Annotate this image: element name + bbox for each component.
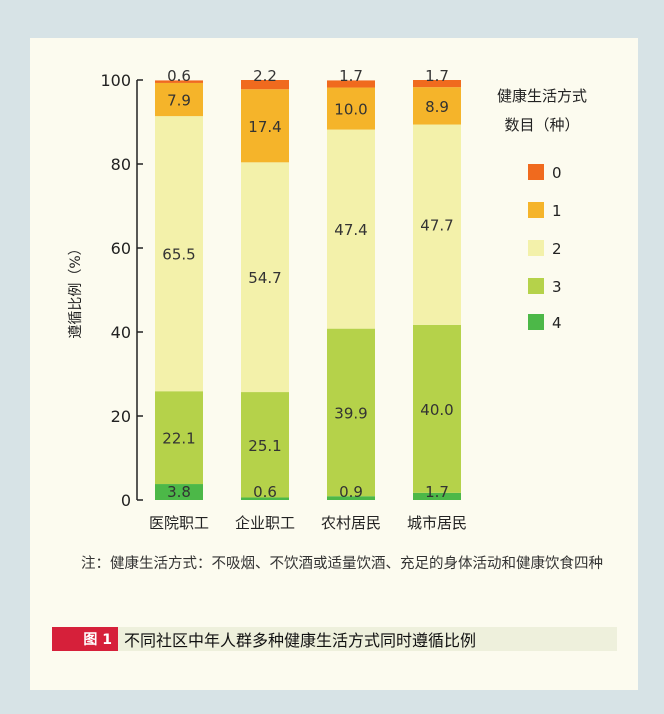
- legend-swatch-2: [528, 240, 544, 256]
- y-tick-label: 80: [111, 155, 131, 174]
- data-label: 25.1: [248, 437, 281, 455]
- legend-title: 健康生活方式: [497, 87, 587, 105]
- bar-segment-3: [413, 324, 461, 493]
- data-label: 47.4: [334, 221, 367, 239]
- y-axis-label: 遵循比例（%）: [67, 241, 84, 338]
- data-label: 1.7: [339, 67, 363, 85]
- bar-segment-0: [241, 80, 289, 90]
- data-label: 1.7: [425, 483, 449, 501]
- x-tick-label: 医院职工: [149, 514, 209, 532]
- bar-segment-3: [327, 328, 375, 497]
- bar-segment-3: [241, 392, 289, 498]
- bar-segment-2: [413, 124, 461, 325]
- legend-label: 0: [552, 164, 562, 182]
- bar-segment-3: [155, 391, 203, 485]
- bar-segment-2: [327, 129, 375, 329]
- x-tick-label: 企业职工: [235, 514, 295, 532]
- bar-segment-0: [413, 80, 461, 88]
- y-tick-label: 60: [111, 239, 131, 258]
- y-tick-label: 100: [100, 71, 131, 90]
- data-label: 8.9: [425, 98, 449, 116]
- bar-segment-4: [327, 496, 375, 500]
- legend-swatch-0: [528, 164, 544, 180]
- data-label: 1.7: [425, 67, 449, 85]
- x-tick-label: 农村居民: [321, 514, 381, 532]
- data-label: 2.2: [253, 67, 277, 85]
- data-label: 54.7: [248, 269, 281, 287]
- bar-segment-2: [241, 162, 289, 393]
- bar-segment-4: [413, 492, 461, 500]
- data-label: 10.0: [334, 101, 367, 119]
- legend-label: 2: [552, 240, 562, 258]
- data-label: 22.1: [162, 430, 195, 448]
- legend-swatch-1: [528, 202, 544, 218]
- bar-segment-1: [155, 82, 203, 117]
- data-label: 40.0: [420, 401, 453, 419]
- legend-label: 1: [552, 202, 562, 220]
- data-label: 17.4: [248, 118, 281, 136]
- bar-segment-1: [413, 87, 461, 125]
- y-tick-label: 40: [111, 323, 131, 342]
- caption-text: 不同社区中年人群多种健康生活方式同时遵循比例: [124, 631, 477, 650]
- x-tick-label: 城市居民: [407, 514, 467, 532]
- data-label: 0.9: [339, 483, 363, 501]
- data-label: 3.8: [167, 483, 191, 501]
- data-label: 0.6: [253, 483, 277, 501]
- y-tick-label: 20: [111, 407, 131, 426]
- legend-swatch-4: [528, 314, 544, 330]
- data-label: 65.5: [162, 246, 195, 264]
- legend-title: 数目（种）: [504, 116, 579, 134]
- bar-segment-0: [155, 80, 203, 83]
- data-label: 7.9: [167, 92, 191, 110]
- legend-swatch-3: [528, 278, 544, 294]
- figure-label: 图 1: [52, 627, 118, 651]
- bar-segment-4: [241, 497, 289, 500]
- legend-label: 4: [552, 314, 562, 332]
- legend-label: 3: [552, 278, 562, 296]
- bar-segment-1: [327, 87, 375, 130]
- chart-note: 注：健康生活方式：不吸烟、不饮酒或适量饮酒、充足的身体活动和健康饮食四种: [81, 556, 603, 572]
- bar-segment-0: [327, 80, 375, 88]
- figure-caption: 图 1 不同社区中年人群多种健康生活方式同时遵循比例: [52, 627, 617, 651]
- bar-segment-2: [155, 116, 203, 392]
- data-label: 0.6: [167, 67, 191, 85]
- y-tick-label: 0: [121, 491, 131, 510]
- data-label: 47.7: [420, 217, 453, 235]
- bar-segment-1: [241, 89, 289, 163]
- data-label: 39.9: [334, 404, 367, 422]
- bar-segment-4: [155, 484, 203, 500]
